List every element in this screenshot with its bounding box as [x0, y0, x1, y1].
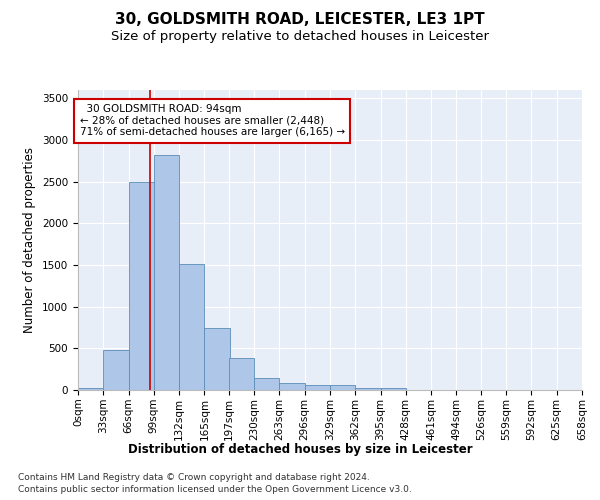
- Bar: [330, 386, 355, 390]
- Text: 30 GOLDSMITH ROAD: 94sqm
← 28% of detached houses are smaller (2,448)
71% of sem: 30 GOLDSMITH ROAD: 94sqm ← 28% of detach…: [80, 104, 344, 138]
- Bar: [205, 328, 230, 390]
- Text: Contains HM Land Registry data © Crown copyright and database right 2024.: Contains HM Land Registry data © Crown c…: [18, 472, 370, 482]
- Bar: [280, 384, 305, 390]
- Bar: [229, 358, 254, 390]
- Text: Contains public sector information licensed under the Open Government Licence v3: Contains public sector information licen…: [18, 485, 412, 494]
- Y-axis label: Number of detached properties: Number of detached properties: [23, 147, 37, 333]
- Bar: [78, 388, 103, 390]
- Text: Distribution of detached houses by size in Leicester: Distribution of detached houses by size …: [128, 442, 472, 456]
- Bar: [380, 388, 406, 390]
- Text: Size of property relative to detached houses in Leicester: Size of property relative to detached ho…: [111, 30, 489, 43]
- Bar: [154, 155, 179, 390]
- Bar: [128, 182, 154, 390]
- Bar: [103, 350, 128, 390]
- Text: 30, GOLDSMITH ROAD, LEICESTER, LE3 1PT: 30, GOLDSMITH ROAD, LEICESTER, LE3 1PT: [115, 12, 485, 28]
- Bar: [355, 388, 380, 390]
- Bar: [254, 378, 280, 390]
- Bar: [179, 264, 205, 390]
- Bar: [305, 386, 330, 390]
